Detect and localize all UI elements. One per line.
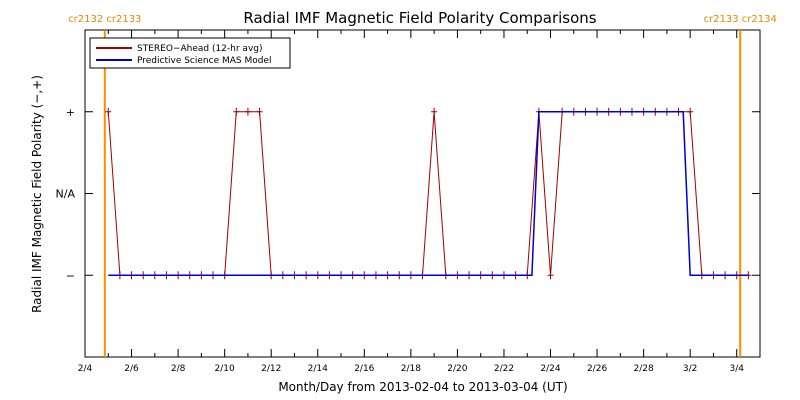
x-tick-label: 3/4 xyxy=(729,364,744,374)
x-axis-label: Month/Day from 2013-02-04 to 2013-03-04 … xyxy=(278,380,567,394)
carrington-rotation-markers: cr2132 cr2133 cr2133 cr2134 xyxy=(68,14,777,357)
data-point-marker xyxy=(687,107,694,116)
legend-box xyxy=(89,37,291,69)
chart-title: Radial IMF Magnetic Field Polarity Compa… xyxy=(243,9,596,27)
y-tick-label: − xyxy=(66,269,75,282)
y-tick-label: N/A xyxy=(56,188,76,201)
x-tick-label: 2/28 xyxy=(634,364,654,374)
x-tick-label: 2/4 xyxy=(78,364,93,374)
carrington-rotation-label: cr2132 cr2133 xyxy=(68,14,141,25)
x-tick-label: 2/8 xyxy=(171,364,186,374)
x-tick-label: 2/26 xyxy=(587,364,607,374)
data-point-marker xyxy=(105,107,112,116)
x-tick-label: 2/20 xyxy=(447,364,467,374)
data-point-marker xyxy=(547,271,554,280)
plot-frame xyxy=(84,29,761,358)
x-tick-label: 3/2 xyxy=(683,364,697,374)
data-point-marker xyxy=(233,107,240,116)
x-tick-label: 2/24 xyxy=(540,364,560,374)
x-tick-label: 2/6 xyxy=(124,364,139,374)
legend: STEREO−Ahead (12-hr avg) Predictive Scie… xyxy=(89,37,291,69)
series-line-0 xyxy=(107,111,749,276)
x-tick-label: 2/18 xyxy=(401,364,421,374)
x-axis-ticks: 2/4 2/6 2/8 2/10 2/12 2/14 2/16 2/18 2/20 2/22 2/2… xyxy=(78,30,744,374)
y-axis-ticks: + N/A − xyxy=(56,106,760,282)
y-axis-label: Radial IMF Magnetic Field Polarity (−,+) xyxy=(30,75,44,313)
data-point-marker xyxy=(256,107,263,116)
series-layer xyxy=(105,107,752,280)
x-tick-label: 2/16 xyxy=(354,364,374,374)
y-tick-label: + xyxy=(66,106,75,119)
x-tick-label: 2/12 xyxy=(261,364,281,374)
data-point-marker xyxy=(244,107,251,116)
x-tick-label: 2/22 xyxy=(494,364,514,374)
legend-label-mas-model: Predictive Science MAS Model xyxy=(137,56,272,66)
x-tick-label: 2/14 xyxy=(308,364,328,374)
carrington-rotation-label: cr2133 cr2134 xyxy=(704,14,777,25)
x-tick-label: 2/10 xyxy=(215,364,235,374)
series-line-1 xyxy=(108,111,749,277)
legend-label-stereo: STEREO−Ahead (12-hr avg) xyxy=(137,44,263,54)
data-point-marker xyxy=(431,107,438,116)
